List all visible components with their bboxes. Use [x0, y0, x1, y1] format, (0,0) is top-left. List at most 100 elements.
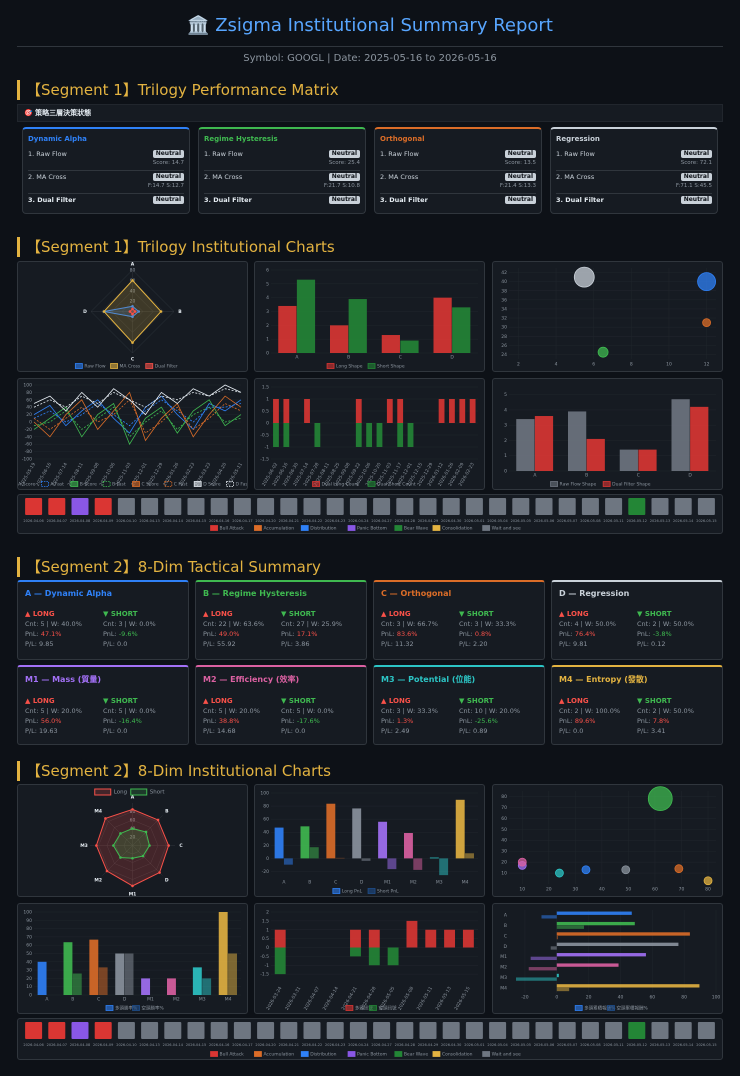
legend-swatch [347, 525, 356, 531]
tactical-row: A — Dynamic Alpha ▲ LONG Cnt: 5 | W: 40.0%… [17, 580, 723, 660]
row-label: 3. Dual Filter [28, 196, 76, 204]
y-tick-label: D [504, 944, 508, 950]
state-cell [512, 498, 530, 515]
matrix-row: 3. Dual Filter Neutral [204, 194, 360, 207]
status-badge: Neutral [328, 196, 360, 204]
x-tick-label: 2026-05-12 [627, 1043, 647, 1047]
pl-line: P/L: 3.86 [281, 639, 359, 649]
legend-label: Consolidation [442, 1052, 473, 1058]
x-tick-label: 12 [704, 362, 710, 368]
x-tick-label: 2026-04-06 [23, 519, 43, 523]
card-title: Orthogonal [380, 135, 425, 143]
radar-point [156, 818, 160, 822]
pl-label: P/L: [281, 640, 293, 648]
bar [348, 299, 367, 353]
legend-swatch [347, 1051, 356, 1057]
x-tick-label: 2026-04-10 [116, 1043, 136, 1047]
y-tick-label: 4 [504, 407, 507, 413]
long-column: ▲ LONG Cnt: 3 | W: 66.7% PnL: 83.6% P/L: 11… [381, 609, 459, 649]
short-column: ▼ SHORT Cnt: 5 | W: 0.0% PnL: -17.6% P/L: 0… [281, 696, 359, 736]
x-tick-label: D [450, 355, 454, 361]
bar [304, 399, 310, 423]
x-tick-label: 10 [519, 887, 525, 893]
row-label: 3. Dual Filter [556, 196, 604, 204]
pl-label: P/L: [559, 727, 571, 735]
y-tick-label: 80 [263, 804, 269, 810]
y-tick-label: 0 [29, 420, 32, 426]
radar-point [112, 844, 115, 847]
matrix-row: 2. MA Cross Neutral F:21.7 S:10.8 [204, 171, 360, 194]
bar [465, 853, 474, 859]
matrix-header: 🎯 策略三層決策狀態 [17, 104, 723, 122]
x-tick-label: 50 [626, 887, 632, 893]
x-tick-label: 2026-05-04 [487, 1043, 508, 1047]
state-cell [651, 498, 669, 515]
bar [690, 406, 709, 471]
y-tick-label: 30 [501, 849, 507, 855]
bar [550, 946, 557, 950]
chart-panel: 20406080ABCDM1M2M3M4LongShort [17, 784, 248, 897]
long-column: ▲ LONG Cnt: 2 | W: 100.0% PnL: 89.6% P/L: 0… [559, 696, 637, 736]
y-tick-label: 40 [263, 830, 269, 836]
pl-line: P/L: 14.68 [203, 726, 281, 736]
state-cell [419, 1022, 437, 1039]
pl-value: 0.12 [651, 640, 666, 648]
bar [283, 399, 290, 423]
pnl-value: -25.6% [474, 717, 498, 725]
count-line: Cnt: 5 | W: 20.0% [203, 707, 260, 715]
state-cell [558, 498, 576, 515]
legend-label: A Fast [50, 482, 64, 488]
pnl-value: 83.6% [396, 630, 418, 638]
chart: 2026-04-06 2026-04-07 2026-04-08 2026-04-09… [23, 1022, 717, 1058]
legend-swatch [74, 363, 83, 369]
count-line: Cnt: 3 | W: 0.0% [103, 620, 156, 628]
y-tick-label: 20 [26, 412, 32, 418]
legend-label: Panic Bottom [357, 526, 387, 532]
x-tick-label: 2026-04-17 [232, 1043, 252, 1047]
bubble [674, 864, 684, 874]
legend-label: MA Cross [120, 364, 141, 370]
legend-swatch [432, 525, 441, 531]
legend-swatch [102, 481, 111, 487]
radar-point [102, 310, 106, 313]
bar [274, 929, 286, 948]
pnl-line: PnL: 89.6% [559, 716, 637, 726]
legend-label: B Fast [112, 482, 126, 488]
bar [556, 953, 646, 957]
y-tick-label: 5 [504, 392, 507, 398]
short-column: ▼ SHORT Cnt: 27 | W: 25.9% PnL: 17.1% P/L: … [281, 609, 359, 649]
pnl-line: PnL: -17.6% [281, 716, 359, 726]
x-tick-label: 30 [572, 887, 578, 893]
legend-label: Long [114, 790, 127, 796]
pnl-value: 38.8% [218, 717, 240, 725]
bar [516, 419, 535, 471]
side-label: ▼ SHORT [281, 697, 316, 705]
x-tick-label: 2026-05-13 [650, 519, 670, 523]
y-tick-label: -1.5 [260, 457, 269, 463]
chart-panel: 10 20 30 40 50 60 70 80 10 20 30 40 50 60 70 80 [492, 784, 723, 897]
state-cell [465, 1022, 483, 1039]
status-badge: Neutral [152, 196, 184, 204]
x-tick-label: C [97, 997, 100, 1003]
status-badge: Neutral [504, 150, 536, 158]
legend-label: 多頭累積報酬% [584, 1005, 616, 1012]
axis-label: D [83, 309, 87, 315]
bar [273, 423, 279, 447]
y-tick-label: 60 [26, 397, 32, 403]
legend-label: Raw Flow [84, 364, 105, 370]
legend-label: Bear Wave [404, 526, 428, 532]
x-tick-label: 2 [517, 362, 520, 368]
bubble [573, 266, 595, 288]
status-badge: Neutral [152, 150, 184, 158]
y-tick-label: 24 [501, 352, 507, 358]
legend-swatch [110, 363, 118, 369]
row-label: 1. Raw Flow [204, 150, 243, 158]
y-tick-label: 0 [266, 945, 269, 951]
bar [89, 939, 99, 995]
legend-swatch [40, 481, 49, 487]
count-line: Cnt: 2 | W: 50.0% [637, 620, 694, 628]
bar [528, 967, 557, 971]
x-tick-label: 2026-05-15 [453, 986, 471, 1012]
chart: -20 0 20 40 60 80 100 A B C D M1 M2 M3 M4 Long PnL Short… [260, 791, 478, 895]
pnl-line: PnL: 1.3% [381, 716, 459, 726]
